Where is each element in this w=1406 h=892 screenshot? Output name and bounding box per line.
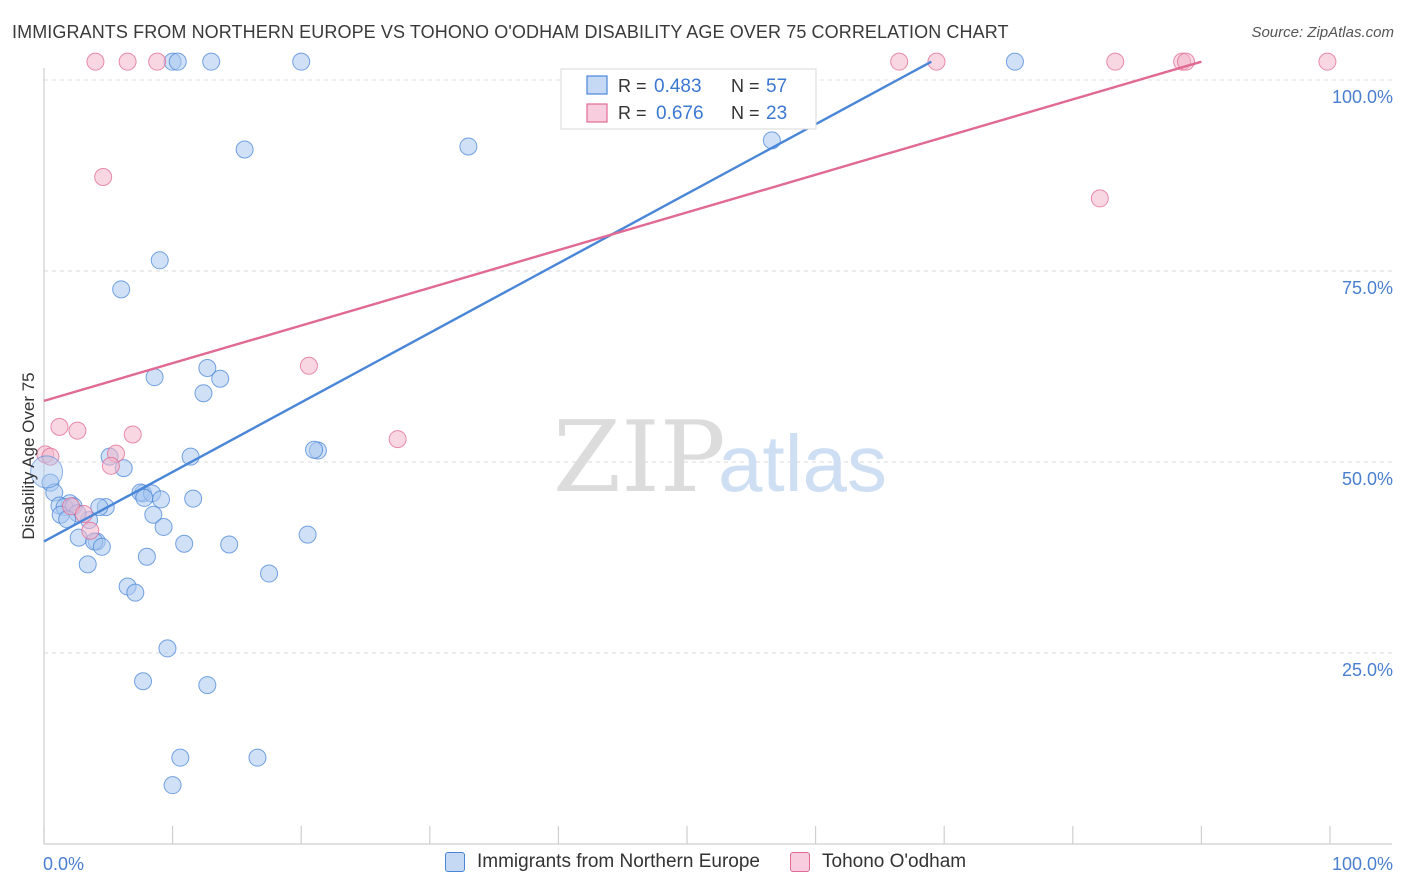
y-tick-label: 75.0% [1342,278,1393,298]
point-northern-europe [154,517,173,536]
grid-lines [44,79,1392,654]
x-tick-label: 100.0% [1332,854,1393,874]
point-northern-europe [126,583,145,602]
legend-r-value: 0.483 [654,76,702,97]
point-northern-europe [194,384,213,403]
point-tohono-oodham [81,521,100,540]
watermark-atlas: atlas [718,419,887,508]
point-northern-europe [184,489,203,508]
point-tohono-oodham [148,52,167,71]
point-northern-europe [168,52,187,71]
trendline-tohono-oodham [43,60,1202,403]
point-tohono-oodham [50,417,69,436]
y-tick-label: 50.0% [1342,469,1393,489]
watermark-zip: ZIP [553,401,726,515]
legend-item-tohono-oodham: Tohono O'odham [790,851,966,873]
point-tohono-oodham [118,52,137,71]
point-northern-europe [762,131,781,150]
legend-swatch-pink [790,852,810,872]
point-northern-europe [260,564,279,583]
legend-top: R = 0.483 N = 57 R = 0.676 N = 23 [560,68,817,130]
point-northern-europe [158,639,177,658]
point-tohono-oodham [1106,52,1125,71]
point-northern-europe [292,52,311,71]
point-northern-europe [248,748,267,767]
legend-label: Tohono O'odham [822,851,967,872]
point-northern-europe [298,525,317,544]
point-northern-europe [198,676,217,695]
point-northern-europe [175,534,194,553]
legend-n-label: N = [731,76,760,96]
point-northern-europe [202,52,221,71]
point-northern-europe [92,537,111,556]
legend-n-label: N = [731,103,760,123]
y-tick-label: 100.0% [1332,87,1393,107]
point-northern-europe [235,140,254,159]
y-tick-label: 25.0% [1342,660,1393,680]
chart-title: IMMIGRANTS FROM NORTHERN EUROPE VS TOHON… [12,22,1009,42]
legend-swatch-blue [586,75,608,95]
point-northern-europe [30,455,64,489]
point-northern-europe [78,555,97,574]
trendline-northern-europe [43,60,932,543]
point-northern-europe [220,535,239,554]
point-northern-europe [150,251,169,270]
legend-r-label: R = [618,76,647,96]
point-tohono-oodham [86,52,105,71]
legend-item-northern-europe: Immigrants from Northern Europe [445,851,760,873]
legend-n-value: 23 [766,103,787,124]
point-northern-europe [459,137,478,156]
point-northern-europe [144,505,163,524]
legend-swatch-pink [586,103,608,123]
point-tohono-oodham [1318,52,1337,71]
point-tohono-oodham [101,456,120,475]
source-label: Source: ZipAtlas.com [1251,24,1394,41]
point-northern-europe [152,490,171,509]
legend-r-value: 0.676 [656,103,704,124]
point-tohono-oodham [68,421,87,440]
legend-bottom: Immigrants from Northern Europe Tohono O… [445,851,996,873]
x-tick-label: 0.0% [43,854,84,874]
watermark: ZIP atlas [553,401,887,515]
legend-label: Immigrants from Northern Europe [477,851,760,872]
point-northern-europe [211,369,230,388]
point-northern-europe [1005,52,1024,71]
legend-swatch-blue [445,852,465,872]
point-northern-europe [163,776,182,795]
point-tohono-oodham [299,356,318,375]
point-northern-europe [137,547,156,566]
point-northern-europe [198,359,217,378]
y-axis-label: Disability Age Over 75 [19,372,38,539]
point-northern-europe [134,672,153,691]
legend-n-value: 57 [766,76,787,97]
point-tohono-oodham [927,52,946,71]
point-tohono-oodham [94,168,113,187]
legend-r-label: R = [618,103,647,123]
point-tohono-oodham [388,430,407,449]
point-northern-europe [112,280,131,299]
point-tohono-oodham [123,425,142,444]
point-tohono-oodham [1090,189,1109,208]
point-northern-europe [305,440,324,459]
point-tohono-oodham [890,52,909,71]
point-northern-europe [171,748,190,767]
point-northern-europe [135,488,154,507]
